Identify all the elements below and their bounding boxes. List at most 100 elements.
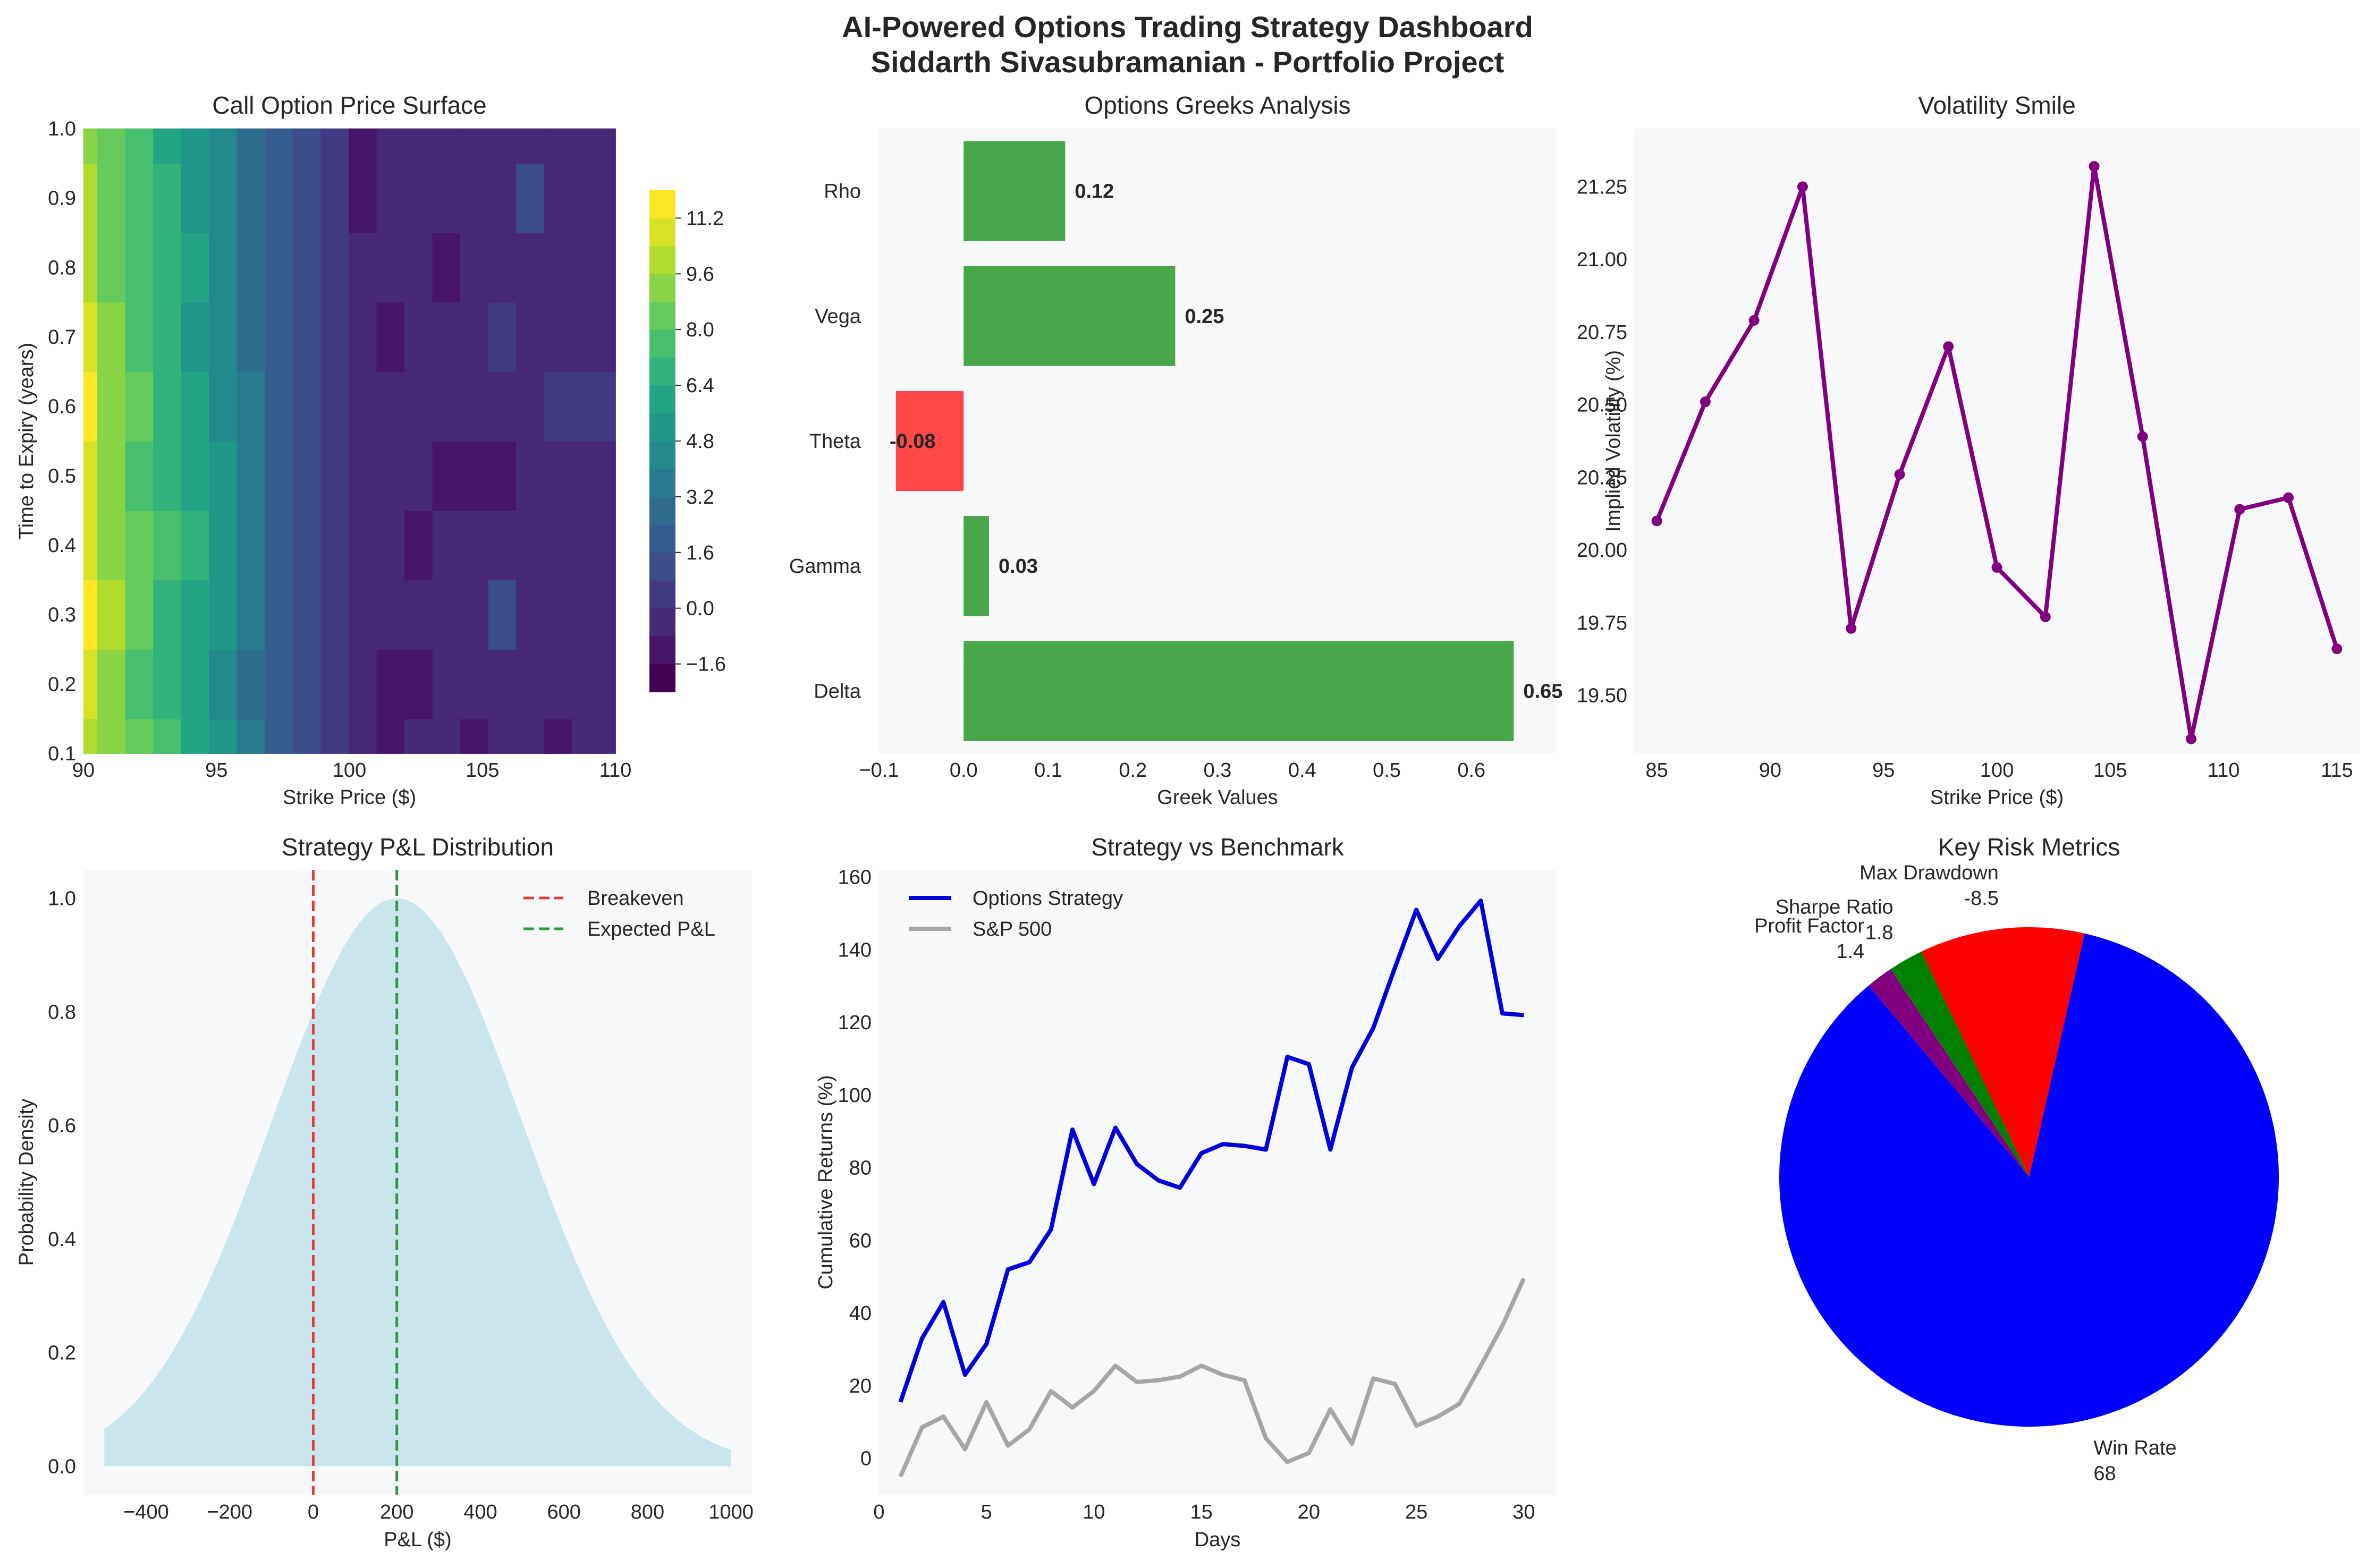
surface-cell — [292, 510, 322, 581]
surface-cell — [97, 163, 126, 233]
surface-cell — [432, 163, 461, 233]
y-axis-label: Implied Volatility (%) — [1602, 350, 1625, 532]
sp500-line — [898, 1277, 1526, 1478]
x-axis-label: P&L ($) — [384, 1529, 451, 1551]
surface-cell — [601, 128, 616, 164]
surface-cell — [320, 510, 350, 581]
surface-cell — [404, 718, 433, 754]
surface-cell — [376, 580, 405, 650]
vol-smile-point — [2040, 611, 2051, 622]
pie-label: Win Rate — [2093, 1437, 2176, 1460]
surface-cell — [572, 302, 602, 372]
x-axis-label: Days — [1195, 1529, 1241, 1551]
surface-cell — [432, 510, 461, 581]
colorbar-segment — [649, 469, 675, 497]
surface-cell — [125, 232, 154, 303]
surface-cell — [209, 580, 238, 650]
colorbar-segment — [649, 329, 675, 358]
pie-label: Max Drawdown — [1860, 862, 1999, 884]
surface-cell — [181, 510, 210, 581]
pie-slice — [1779, 933, 2279, 1427]
surface-cell — [544, 371, 573, 442]
y-tick-label: 0.0 — [48, 1456, 76, 1478]
surface-cell — [181, 580, 210, 650]
x-tick-label: 0.2 — [1119, 759, 1147, 782]
surface-cell — [572, 580, 602, 650]
surface-cell — [488, 718, 517, 754]
surface-cell — [404, 302, 433, 372]
greek-value-label: 0.65 — [1523, 680, 1562, 702]
surface-cell — [432, 718, 461, 754]
surface-cell — [348, 302, 377, 372]
surface-cell — [488, 371, 517, 442]
surface-cell — [153, 510, 182, 581]
surface-cell — [320, 440, 350, 511]
surface-cell — [516, 128, 545, 164]
surface-cell — [572, 128, 602, 164]
colorbar-tick-label: 4.8 — [686, 430, 714, 453]
greek-value-label: 0.12 — [1075, 181, 1114, 203]
greek-category-label: Vega — [815, 306, 861, 328]
pie-slice — [1921, 927, 2085, 1177]
y-tick-label: 1.0 — [48, 118, 76, 140]
y-tick-label: 20.25 — [1577, 467, 1627, 489]
x-tick-label: 110 — [2208, 759, 2240, 782]
surface-cell — [236, 371, 266, 442]
surface-cell — [236, 718, 266, 754]
surface-cell — [432, 580, 461, 650]
vol-smile-point — [1943, 341, 1954, 352]
surface-cell — [236, 128, 266, 164]
y-tick-label: 0.4 — [48, 535, 76, 557]
surface-cell — [236, 580, 266, 650]
strategy-vs-benchmark-panel: Options Strategy S&P 500 Strategy vs Bench… — [815, 833, 1556, 1551]
surface-cell — [209, 718, 238, 754]
risk-metrics-panel: Key Risk Metrics Win Rate 68 Max Drawdown -8… — [1754, 833, 2279, 1485]
colorbar-tick-label: 11.2 — [686, 207, 724, 230]
surface-cell — [83, 510, 98, 581]
surface-cell — [488, 163, 517, 233]
options-strategy-line — [898, 899, 1524, 1403]
surface-cell — [181, 302, 210, 372]
surface-cell — [83, 440, 98, 511]
surface-cell — [404, 232, 433, 303]
surface-cell — [209, 440, 238, 511]
legend-label: S&P 500 — [973, 918, 1052, 940]
surface-cell — [376, 718, 405, 754]
greek-value-label: 0.03 — [999, 555, 1038, 578]
x-tick-label: 15 — [1190, 1501, 1213, 1523]
vol-smile-point — [2331, 643, 2343, 655]
surface-cell — [292, 440, 322, 511]
surface-cell — [292, 718, 322, 754]
surface-cell — [209, 232, 238, 303]
x-tick-label: 115 — [2321, 759, 2353, 782]
surface-cell — [572, 649, 602, 719]
vol-smile-point — [1700, 396, 1711, 408]
surface-cell — [265, 302, 294, 372]
surface-cell — [97, 302, 126, 372]
y-axis-label: Cumulative Returns (%) — [815, 1075, 837, 1289]
surface-cell — [209, 128, 238, 164]
surface-cell — [376, 302, 405, 372]
surface-cell — [125, 580, 154, 650]
surface-cell — [404, 163, 433, 233]
surface-cell — [516, 649, 545, 719]
vol-smile-point — [1991, 562, 2002, 573]
legend-breakeven-label: Breakeven — [587, 887, 684, 910]
plot-area — [1634, 129, 2360, 753]
surface-cell — [348, 232, 377, 303]
surface-cell — [488, 302, 517, 372]
surface-cell — [404, 371, 433, 442]
x-tick-label: 0.1 — [1034, 759, 1062, 782]
surface-cell — [544, 649, 573, 719]
chart-title: Call Option Price Surface — [212, 91, 486, 119]
vol-smile-point — [1846, 623, 1857, 634]
y-tick-label: 80 — [849, 1157, 872, 1180]
surface-cell — [320, 580, 350, 650]
colorbar-segment — [649, 496, 675, 525]
surface-cell — [488, 232, 517, 303]
surface-cell — [516, 163, 545, 233]
surface-cell — [292, 232, 322, 303]
y-tick-label: 120 — [838, 1012, 872, 1034]
surface-cell — [236, 440, 266, 511]
